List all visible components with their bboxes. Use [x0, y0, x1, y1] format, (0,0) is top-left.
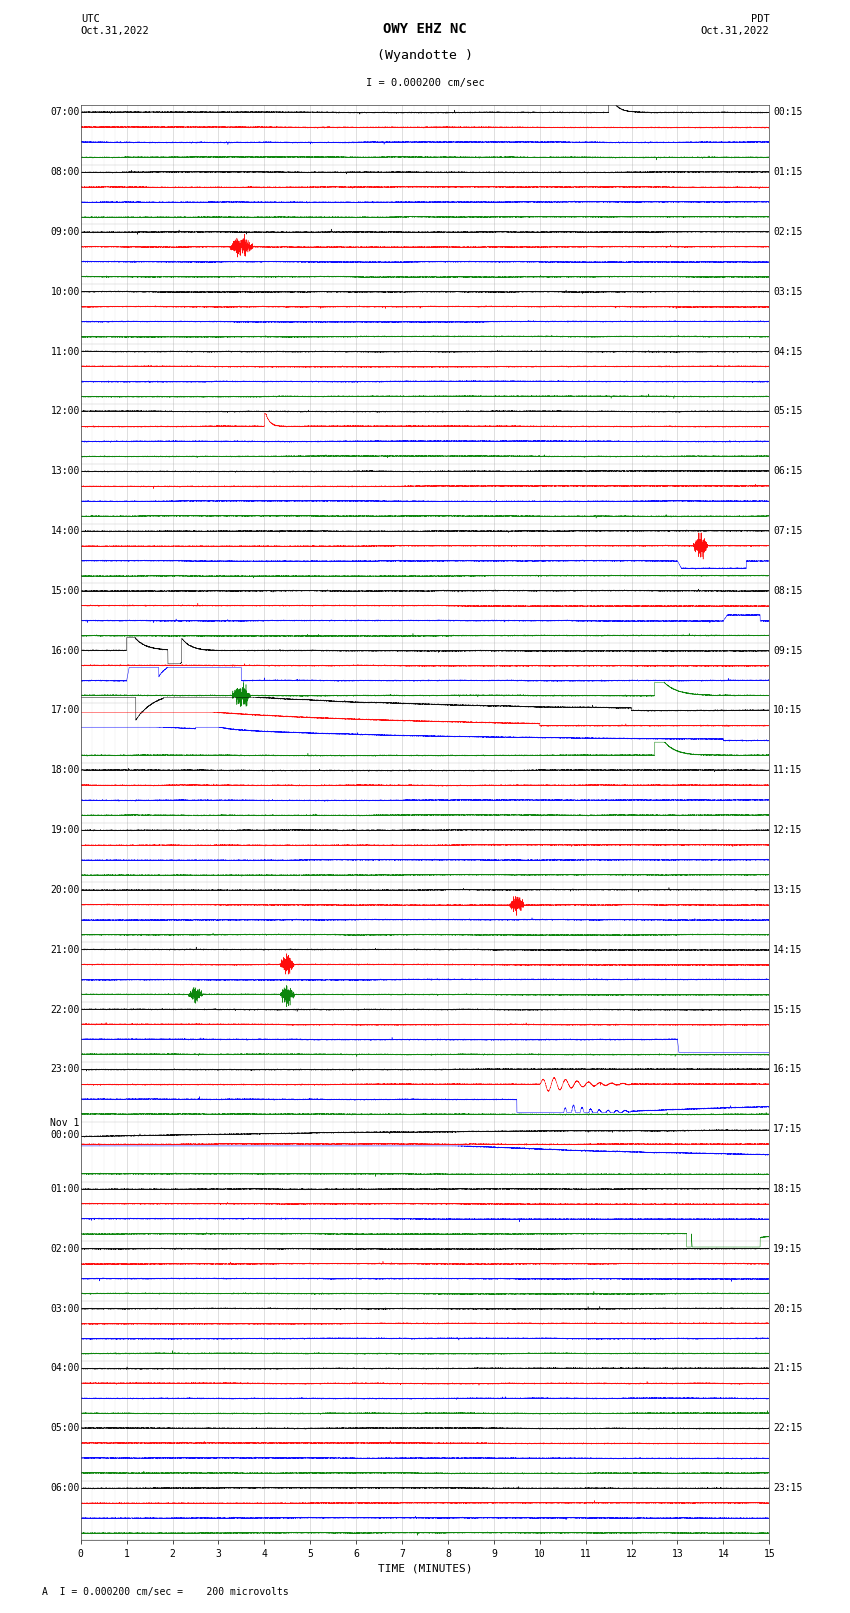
- Text: 20:15: 20:15: [773, 1303, 802, 1313]
- Text: 22:15: 22:15: [773, 1423, 802, 1434]
- Text: 19:15: 19:15: [773, 1244, 802, 1253]
- Text: 05:15: 05:15: [773, 406, 802, 416]
- Text: 14:00: 14:00: [50, 526, 80, 536]
- Text: 05:00: 05:00: [50, 1423, 80, 1434]
- Text: 02:15: 02:15: [773, 227, 802, 237]
- Text: 06:15: 06:15: [773, 466, 802, 476]
- Text: OWY EHZ NC: OWY EHZ NC: [383, 23, 467, 35]
- Text: 22:00: 22:00: [50, 1005, 80, 1015]
- Text: 17:15: 17:15: [773, 1124, 802, 1134]
- Text: 10:15: 10:15: [773, 705, 802, 716]
- Text: 21:00: 21:00: [50, 945, 80, 955]
- Text: PDT
Oct.31,2022: PDT Oct.31,2022: [700, 15, 769, 35]
- Text: (Wyandotte ): (Wyandotte ): [377, 48, 473, 61]
- Text: 19:00: 19:00: [50, 826, 80, 836]
- Text: 11:00: 11:00: [50, 347, 80, 356]
- Text: 16:15: 16:15: [773, 1065, 802, 1074]
- Text: 03:00: 03:00: [50, 1303, 80, 1313]
- Text: 10:00: 10:00: [50, 287, 80, 297]
- Text: 18:00: 18:00: [50, 765, 80, 776]
- X-axis label: TIME (MINUTES): TIME (MINUTES): [377, 1563, 473, 1574]
- Text: 17:00: 17:00: [50, 705, 80, 716]
- Text: 23:00: 23:00: [50, 1065, 80, 1074]
- Text: 18:15: 18:15: [773, 1184, 802, 1194]
- Text: 11:15: 11:15: [773, 765, 802, 776]
- Text: 07:15: 07:15: [773, 526, 802, 536]
- Text: 13:00: 13:00: [50, 466, 80, 476]
- Text: 07:00: 07:00: [50, 108, 80, 118]
- Text: 23:15: 23:15: [773, 1482, 802, 1494]
- Text: 00:15: 00:15: [773, 108, 802, 118]
- Text: 08:15: 08:15: [773, 586, 802, 595]
- Text: UTC
Oct.31,2022: UTC Oct.31,2022: [81, 15, 150, 35]
- Text: A  I = 0.000200 cm/sec =    200 microvolts: A I = 0.000200 cm/sec = 200 microvolts: [42, 1587, 289, 1597]
- Text: 16:00: 16:00: [50, 645, 80, 655]
- Text: 15:00: 15:00: [50, 586, 80, 595]
- Text: 06:00: 06:00: [50, 1482, 80, 1494]
- Text: 02:00: 02:00: [50, 1244, 80, 1253]
- Text: 01:15: 01:15: [773, 168, 802, 177]
- Text: 21:15: 21:15: [773, 1363, 802, 1373]
- Text: 09:15: 09:15: [773, 645, 802, 655]
- Text: 20:00: 20:00: [50, 886, 80, 895]
- Text: 13:15: 13:15: [773, 886, 802, 895]
- Text: I = 0.000200 cm/sec: I = 0.000200 cm/sec: [366, 77, 484, 87]
- Text: 04:15: 04:15: [773, 347, 802, 356]
- Text: Nov 1
00:00: Nov 1 00:00: [50, 1118, 80, 1140]
- Text: 01:00: 01:00: [50, 1184, 80, 1194]
- Text: 14:15: 14:15: [773, 945, 802, 955]
- Text: 12:15: 12:15: [773, 826, 802, 836]
- Text: 15:15: 15:15: [773, 1005, 802, 1015]
- Text: 12:00: 12:00: [50, 406, 80, 416]
- Text: 04:00: 04:00: [50, 1363, 80, 1373]
- Text: 08:00: 08:00: [50, 168, 80, 177]
- Text: 03:15: 03:15: [773, 287, 802, 297]
- Text: 09:00: 09:00: [50, 227, 80, 237]
